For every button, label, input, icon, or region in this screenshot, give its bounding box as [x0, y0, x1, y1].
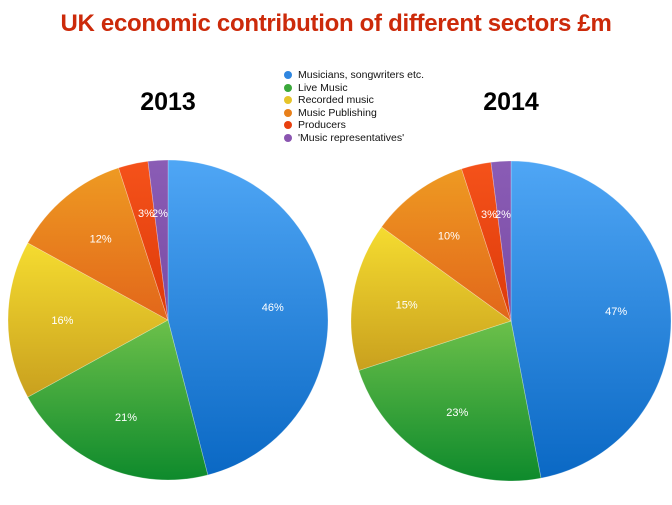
pie-slice-musicians — [510, 160, 672, 479]
legend-item: Recorded music — [284, 94, 424, 107]
legend-label: Music Publishing — [298, 106, 377, 119]
pie-label-live-music: 23% — [446, 407, 468, 419]
pie-slice-live-music — [358, 320, 542, 482]
legend-label: Producers — [298, 119, 346, 131]
pie-title-2014: 2014 — [483, 88, 539, 116]
pie-label-music-publishing: 10% — [438, 231, 460, 243]
legend-item: Live Music — [284, 82, 424, 95]
legend-label: Recorded music — [298, 94, 374, 106]
pie-label-music-publishing: 12% — [90, 234, 112, 246]
pie-label-music-representatives: 2% — [152, 208, 168, 220]
pie-slice-producers — [118, 160, 169, 321]
pie-slice-music-representatives — [490, 160, 512, 322]
pie-label-musicians: 47% — [605, 306, 627, 318]
legend-dot-icon — [284, 108, 292, 117]
pie-slice-musicians — [167, 159, 329, 476]
legend-label: Live Music — [298, 81, 348, 94]
pie-slice-producers — [461, 161, 512, 322]
pie-title-2013: 2013 — [140, 88, 196, 116]
legend-dot-icon — [284, 133, 292, 142]
pie-slice-music-publishing — [27, 167, 169, 321]
pie-slice-recorded-music — [350, 226, 512, 371]
pie-2014: 47% 23% 15% 10% 3%2% — [350, 160, 672, 482]
pie-label-producers: 3% — [138, 208, 154, 220]
legend-dot-icon — [284, 83, 292, 92]
pie-label-recorded-music: 16% — [51, 315, 73, 327]
pie-2013: 46% 21% 16% 12% 3%2% — [7, 159, 329, 481]
pie-label-recorded-music: 15% — [396, 299, 418, 311]
pie-label-music-representatives: 2% — [495, 209, 511, 221]
pie-label-live-music: 21% — [115, 412, 137, 424]
legend-item: 'Music representatives' — [284, 132, 424, 145]
pie-label-producers: 3% — [481, 209, 497, 221]
legend-item: Producers — [284, 119, 424, 132]
legend-dot-icon — [284, 96, 292, 105]
legend-label: Musicians, songwriters etc. — [298, 69, 425, 81]
legend-item: Musicians, songwriters etc. — [284, 69, 424, 82]
legend-dot-icon — [284, 71, 292, 80]
pie-slice-music-representatives — [147, 159, 169, 321]
legend-label: 'Music representatives' — [298, 131, 405, 144]
chart-title: UK economic contribution of different se… — [60, 10, 612, 37]
pie-slice-recorded-music — [7, 242, 169, 398]
legend-dot-icon — [284, 121, 292, 130]
legend-item: Music Publishing — [284, 107, 424, 120]
pie-slice-music-publishing — [381, 168, 512, 322]
pie-slice-live-music — [27, 319, 209, 481]
pie-label-musicians: 46% — [262, 302, 284, 314]
legend: Musicians, songwriters etc. Live Music R… — [284, 69, 424, 144]
